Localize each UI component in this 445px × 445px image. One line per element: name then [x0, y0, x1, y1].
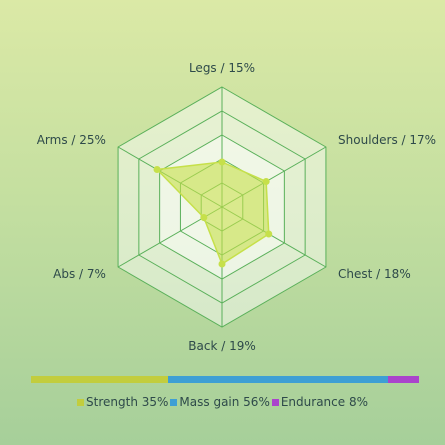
bar-segment-1 [168, 376, 388, 383]
series-point-5 [153, 166, 161, 173]
legend-label-2: Endurance 8% [280, 395, 368, 409]
series-point-3 [218, 260, 226, 268]
bar-segment-2 [387, 376, 419, 383]
series-point-0 [218, 158, 226, 166]
legend-swatch-2 [271, 398, 279, 406]
legend: Strength 35% Mass gain 56% Endurance 8% [0, 395, 445, 409]
series-point-4 [200, 214, 208, 221]
legend-item-0: Strength 35% [77, 395, 168, 409]
legend-label-1: Mass gain 56% [179, 395, 270, 409]
axis-label-1: Shoulders / 17% [338, 133, 437, 147]
legend-item-2: Endurance 8% [271, 395, 368, 409]
axis-label-2: Chest / 18% [338, 267, 411, 281]
bar-segment-0 [31, 376, 169, 383]
legend-label-0: Strength 35% [86, 395, 169, 409]
legend-item-1: Mass gain 56% [170, 395, 270, 409]
legend-swatch-0 [77, 398, 85, 406]
series-point-2 [265, 230, 273, 238]
series-point-1 [262, 178, 270, 185]
axis-label-5: Arms / 25% [36, 133, 106, 147]
legend-swatch-1 [170, 398, 178, 406]
axis-label-3: Back / 19% [188, 338, 256, 353]
axis-label-4: Abs / 7% [53, 267, 106, 281]
axis-label-0: Legs / 15% [188, 61, 256, 76]
radar-series [153, 158, 273, 268]
distribution-bar [31, 376, 419, 383]
